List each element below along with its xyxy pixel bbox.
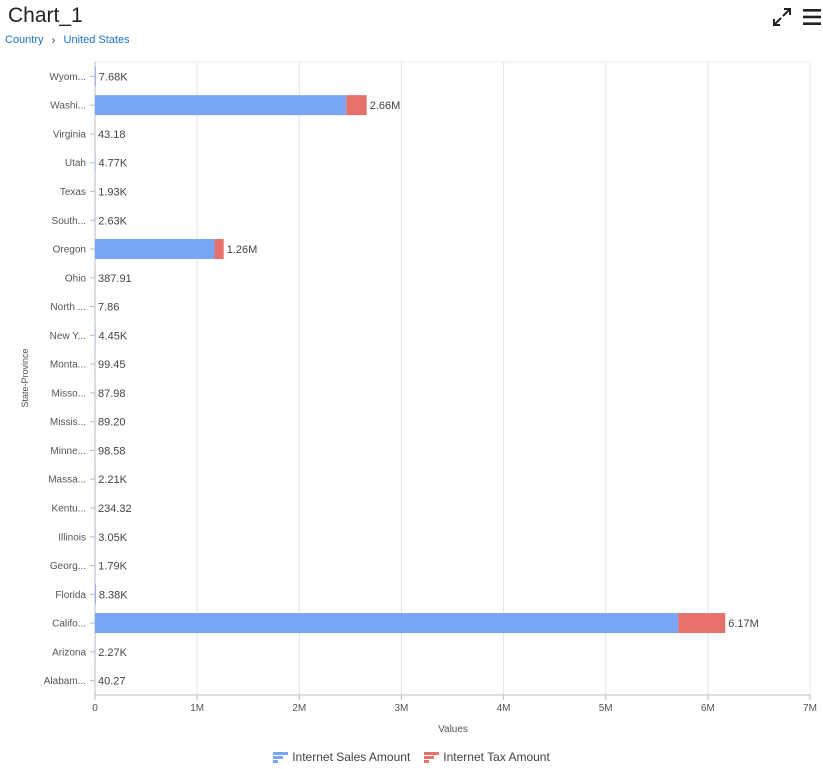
x-tick-label: 7M bbox=[803, 703, 817, 714]
y-tick-label: Califo... bbox=[52, 619, 86, 630]
data-label: 87.98 bbox=[98, 388, 126, 400]
y-tick-label: South... bbox=[52, 216, 86, 227]
bar-sales bbox=[95, 584, 96, 605]
breadcrumb-united-states[interactable]: United States bbox=[63, 34, 130, 46]
y-tick-label: Texas bbox=[60, 187, 86, 198]
y-axis-title: State-Province bbox=[20, 348, 30, 407]
bar-tax bbox=[214, 239, 224, 260]
breadcrumb-country[interactable]: Country bbox=[5, 34, 44, 46]
data-label: 1.93K bbox=[98, 186, 127, 198]
chevron-right-icon: › bbox=[51, 33, 56, 47]
y-tick-label: Misso... bbox=[52, 388, 86, 399]
hamburger-menu-icon[interactable] bbox=[802, 6, 822, 28]
data-label: 2.66M bbox=[370, 100, 401, 112]
bar-sales bbox=[95, 613, 679, 634]
y-tick-label: Massa... bbox=[48, 475, 86, 486]
y-tick-label: Monta... bbox=[50, 360, 86, 371]
legend-tax-swatch bbox=[424, 752, 440, 763]
y-tick-label: Wyom... bbox=[49, 72, 86, 83]
x-tick-label: 3M bbox=[394, 703, 408, 714]
bar-sales bbox=[95, 66, 96, 87]
y-tick-label: Virginia bbox=[53, 129, 87, 140]
legend-sales-label: Internet Sales Amount bbox=[292, 750, 411, 764]
data-label: 8.38K bbox=[99, 589, 128, 601]
data-label: 2.63K bbox=[98, 215, 127, 227]
y-tick-label: Minne... bbox=[50, 446, 86, 457]
data-label: 234.32 bbox=[98, 503, 132, 515]
data-label: 1.79K bbox=[98, 561, 127, 573]
x-axis-title: Values bbox=[438, 724, 468, 735]
data-label: 3.05K bbox=[98, 532, 127, 544]
y-tick-label: Georg... bbox=[50, 561, 86, 572]
y-tick-label: Washi... bbox=[50, 101, 86, 112]
data-label: 7.86 bbox=[98, 302, 119, 314]
bar-tax bbox=[346, 95, 367, 116]
x-tick-label: 5M bbox=[599, 703, 613, 714]
bar-tax bbox=[678, 613, 726, 634]
legend-sales-swatch bbox=[273, 752, 289, 763]
expand-icon[interactable] bbox=[771, 6, 793, 28]
legend-item-sales[interactable]: Internet Sales Amount bbox=[273, 750, 410, 764]
x-tick-label: 6M bbox=[701, 703, 715, 714]
data-label: 6.17M bbox=[728, 618, 759, 630]
data-label: 1.26M bbox=[227, 244, 258, 256]
bar-sales bbox=[95, 95, 347, 116]
x-tick-label: 4M bbox=[497, 703, 511, 714]
chart-title: Chart_1 bbox=[8, 4, 83, 27]
data-label: 4.77K bbox=[98, 158, 127, 170]
y-tick-label: Utah bbox=[65, 158, 86, 169]
data-label: 2.27K bbox=[98, 647, 127, 659]
legend-tax-label: Internet Tax Amount bbox=[443, 750, 550, 764]
y-tick-label: North ... bbox=[50, 302, 86, 313]
y-tick-label: Florida bbox=[55, 590, 86, 601]
y-tick-label: Illinois bbox=[58, 532, 86, 543]
data-label: 387.91 bbox=[98, 273, 132, 285]
y-tick-label: Kentu... bbox=[52, 503, 86, 514]
data-label: 99.45 bbox=[98, 359, 126, 371]
data-label: 7.68K bbox=[99, 71, 128, 83]
y-tick-label: Oregon bbox=[53, 245, 86, 256]
data-label: 98.58 bbox=[98, 445, 126, 457]
x-tick-label: 0 bbox=[92, 703, 98, 714]
legend-item-tax[interactable]: Internet Tax Amount bbox=[424, 750, 550, 764]
y-tick-label: Missis... bbox=[50, 417, 86, 428]
bar-chart: 0 1M 2M 3M 4M 5M 6M 7M Wyom... 7.68K Washi... 2.66M… bbox=[20, 61, 817, 735]
x-tick-label: 2M bbox=[292, 703, 306, 714]
data-label: 40.27 bbox=[98, 676, 126, 688]
y-tick-label: Arizona bbox=[52, 647, 86, 658]
y-tick-label: New Y... bbox=[50, 331, 86, 342]
data-label: 43.18 bbox=[98, 129, 126, 141]
data-label: 89.20 bbox=[98, 417, 126, 429]
bar-sales bbox=[95, 239, 215, 260]
data-label: 4.45K bbox=[98, 330, 127, 342]
data-label: 2.21K bbox=[98, 474, 127, 486]
legend: Internet Sales Amount Internet Tax Amoun… bbox=[0, 750, 823, 764]
y-tick-label: Alabam... bbox=[44, 676, 86, 687]
breadcrumb: Country › United States bbox=[5, 33, 130, 47]
y-tick-label: Ohio bbox=[65, 273, 87, 284]
x-tick-label: 1M bbox=[190, 703, 204, 714]
